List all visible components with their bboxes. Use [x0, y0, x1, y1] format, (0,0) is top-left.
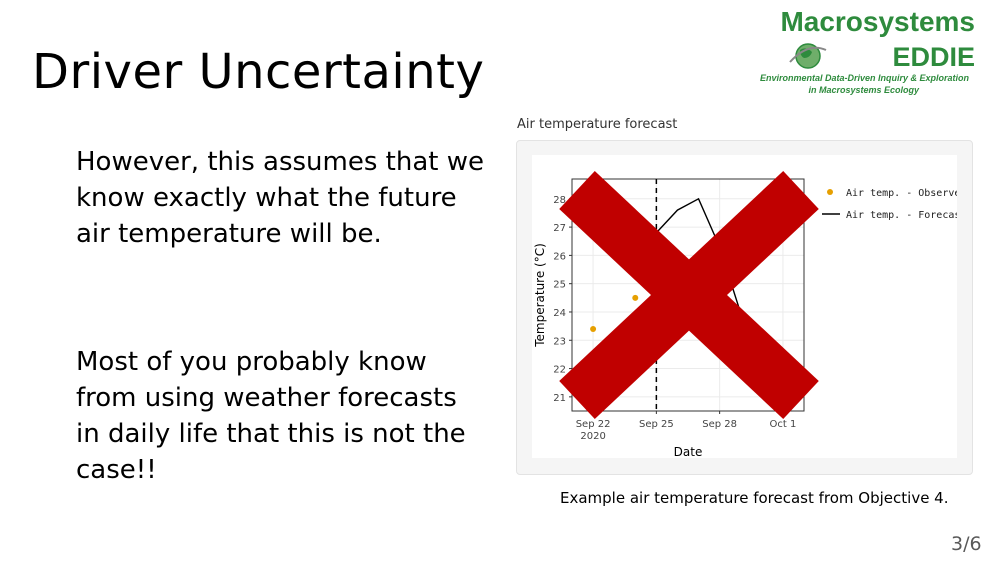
y-tick-label: 23: [553, 336, 566, 347]
y-tick-label: 28: [553, 195, 566, 206]
legend-label: Air temp. - Forecast: [846, 210, 957, 221]
legend-observed-key: [827, 189, 833, 195]
logo-tagline2: in Macrosystems Ecology: [808, 85, 919, 95]
paragraph-assumption: However, this assumes that we know exact…: [76, 147, 484, 249]
macrosystems-eddie-logo: Macrosystems EDDIE Environmental Data-Dr…: [752, 6, 977, 96]
x-tick-label: 2020: [580, 431, 605, 442]
x-axis-label: Date: [674, 445, 703, 458]
slide-title: Driver Uncertainty: [32, 44, 485, 100]
paragraph-weather: Most of you probably know from using wea…: [76, 347, 466, 485]
x-tick-label: Sep 28: [702, 419, 737, 430]
y-tick-label: 27: [553, 223, 566, 234]
panel-title: Air temperature forecast: [517, 117, 678, 132]
x-tick-label: Sep 25: [639, 419, 674, 430]
y-tick-label: 21: [553, 393, 566, 404]
red-x-icon: [559, 171, 819, 419]
logo-tagline1: Environmental Data-Driven Inquiry & Expl…: [759, 73, 969, 83]
x-tick-label: Oct 1: [769, 419, 796, 430]
observed-point: [590, 325, 597, 332]
logo-line2: EDDIE: [892, 42, 975, 72]
y-tick-label: 26: [553, 251, 566, 262]
figure-caption: Example air temperature forecast from Ob…: [560, 489, 949, 507]
logo-line1: Macrosystems: [780, 6, 975, 37]
x-tick-label: Sep 22: [576, 419, 611, 430]
page-number: 3/6: [951, 533, 982, 555]
observed-point: [632, 294, 639, 301]
globe-icon: [789, 43, 827, 69]
y-tick-label: 24: [553, 308, 566, 319]
y-axis-label: Temperature (°C): [533, 243, 547, 348]
y-tick-label: 22: [553, 365, 566, 376]
legend-label: Air temp. - Observed: [846, 188, 957, 199]
plot-frame: [571, 178, 805, 412]
y-tick-label: 25: [553, 280, 566, 291]
